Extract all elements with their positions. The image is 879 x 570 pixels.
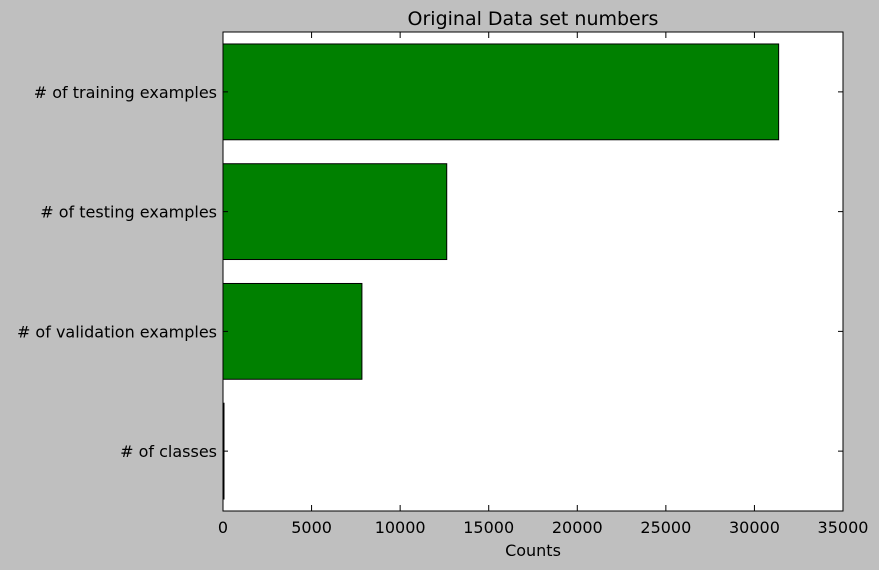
y-tick-label: # of classes [120,442,217,461]
x-tick-label: 5000 [291,518,332,537]
x-tick-label: 0 [218,518,228,537]
x-tick-label: 35000 [818,518,869,537]
y-tick-label: # of validation examples [17,322,217,341]
bar [222,282,363,380]
x-tick-label: 15000 [463,518,514,537]
x-tick-label: 20000 [552,518,603,537]
x-axis-label: Counts [505,541,561,560]
bar [222,163,448,261]
x-tick-label: 30000 [729,518,780,537]
x-tick-label: 25000 [640,518,691,537]
bars-layer [222,43,780,500]
labels-layer: # of training examples # of testing examp… [17,83,869,537]
y-tick-label: # of testing examples [40,203,217,222]
x-tick-label: 10000 [375,518,426,537]
chart-title: Original Data set numbers [408,8,659,30]
ticks-layer [222,32,844,511]
bar [222,43,780,141]
y-tick-label: # of training examples [34,83,217,102]
